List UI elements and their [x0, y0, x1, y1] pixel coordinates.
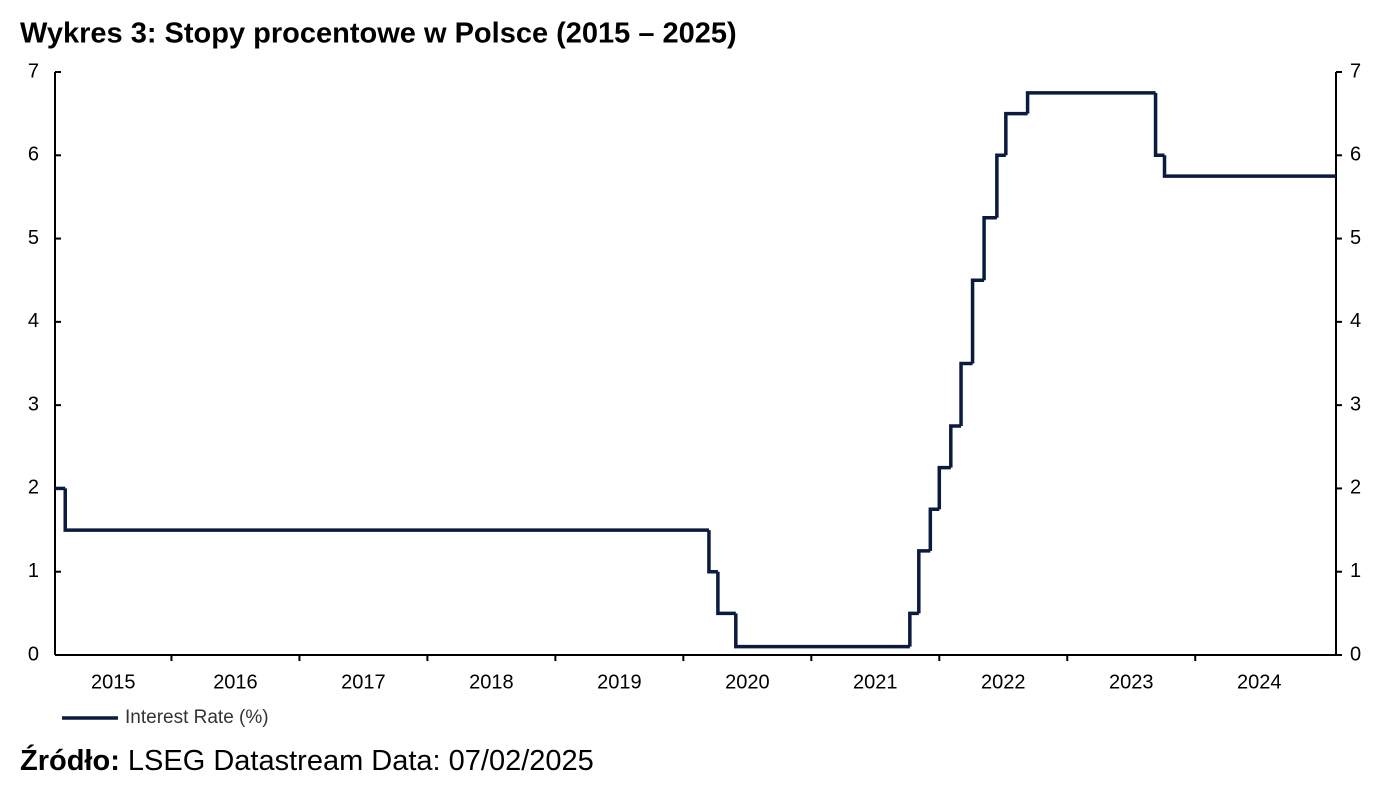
- y-tick-label: 5: [28, 227, 39, 249]
- line-step: [959, 361, 973, 426]
- x-tick-label: 2023: [1109, 671, 1154, 693]
- line-step: [982, 216, 997, 281]
- source-label: Źródło:: [20, 743, 120, 777]
- x-tick-label: 2018: [469, 671, 514, 693]
- y-tick-label: 4: [28, 310, 39, 332]
- source: Źródło: LSEG Datastream Data: 07/02/2025: [20, 743, 594, 777]
- line-step: [1004, 111, 1028, 156]
- line-step: [1162, 155, 1336, 178]
- y-tick-label: 7: [28, 60, 39, 82]
- y-tick-label: 0: [28, 643, 39, 665]
- line-step: [1025, 91, 1156, 114]
- line-step: [937, 465, 951, 510]
- line-step: [970, 278, 985, 364]
- y2-tick-label: 7: [1350, 60, 1361, 82]
- line-step: [995, 153, 1006, 218]
- x-tick-label: 2016: [213, 671, 258, 693]
- x-tick-label: 2021: [853, 671, 898, 693]
- x-tick-label: 2015: [91, 671, 136, 693]
- x-tick-label: 2017: [341, 671, 386, 693]
- x-tick-label: 2022: [981, 671, 1026, 693]
- y-tick-label: 1: [28, 560, 39, 582]
- y-tick-label: 2: [28, 477, 39, 499]
- y-tick-label: 6: [28, 144, 39, 166]
- line-step: [716, 571, 736, 616]
- y2-tick-label: 2: [1350, 477, 1361, 499]
- y2-tick-label: 5: [1350, 227, 1361, 249]
- legend-label: Interest Rate (%): [125, 707, 269, 728]
- y-tick-label: 3: [28, 393, 39, 415]
- line-step: [1153, 92, 1165, 158]
- x-tick-label: 2024: [1237, 671, 1282, 693]
- chart-title: Wykres 3: Stopy procentowe w Polsce (201…: [20, 18, 737, 50]
- x-tick-label: 2019: [597, 671, 642, 693]
- line-step: [707, 530, 718, 574]
- line-step: [63, 488, 709, 532]
- source-text: LSEG Datastream Data: 07/02/2025: [128, 745, 594, 777]
- x-tick-label: 2020: [725, 671, 770, 693]
- y2-tick-label: 4: [1350, 310, 1361, 332]
- y2-tick-label: 3: [1350, 393, 1361, 415]
- y2-tick-label: 1: [1350, 560, 1361, 582]
- line-step: [917, 549, 931, 614]
- line-step: [949, 424, 962, 468]
- line-step: [908, 611, 919, 647]
- y2-tick-label: 0: [1350, 643, 1361, 665]
- y2-tick-label: 6: [1350, 144, 1361, 166]
- line-step: [734, 613, 910, 649]
- line-step: [928, 507, 940, 551]
